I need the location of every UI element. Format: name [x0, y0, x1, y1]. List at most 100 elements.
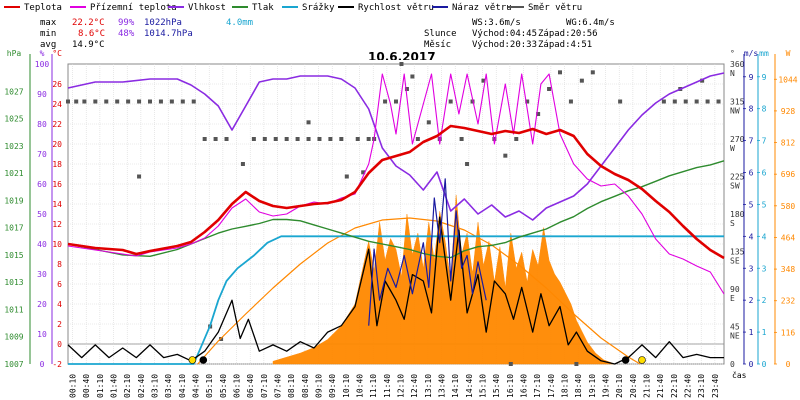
x-tick-label: 05:10 — [205, 374, 214, 398]
x-tick-label: 03:40 — [164, 374, 173, 398]
wind-dir-point — [115, 99, 120, 104]
axis-dir-tick: W — [730, 144, 735, 153]
axis-hpa-tick: 1027 — [4, 87, 23, 96]
wind-dir-point — [618, 99, 623, 104]
wind-dir-point — [262, 137, 267, 141]
wind-dir-point — [399, 62, 404, 66]
stat-max-hum: 99% — [118, 18, 135, 28]
x-tick-label: 17:40 — [547, 374, 556, 398]
x-tick-label: 01:40 — [110, 374, 119, 398]
axis-pct-tick: 60 — [37, 180, 47, 189]
x-tick-label: 22:10 — [670, 374, 679, 398]
wind-dir-point — [284, 137, 289, 141]
x-tick-label: 10:10 — [342, 374, 351, 398]
x-tick-label: 16:40 — [520, 374, 529, 398]
x-tick-label: 00:40 — [82, 374, 91, 398]
axis-degc-tick: 14 — [52, 200, 62, 209]
axis-hpa-tick: 1019 — [4, 196, 23, 205]
wind-speed-line — [67, 216, 724, 365]
axis-dir-tick: E — [730, 294, 735, 303]
wind-dir-point — [574, 362, 579, 366]
wind-dir-point — [415, 137, 420, 141]
x-tick-label: 01:10 — [96, 374, 105, 398]
x-tick-label: 08:40 — [301, 374, 310, 398]
axis-hpa-tick: 1017 — [4, 224, 23, 233]
axis-ms-tick: 5 — [749, 200, 754, 209]
axis-ms-tick-unit: m/s — [744, 49, 759, 58]
x-tick-label: 05:40 — [219, 374, 228, 398]
wind-dir-point — [213, 137, 218, 141]
axis-ms-tick: 6 — [749, 169, 754, 178]
wind-dir-point — [158, 99, 163, 104]
wind-dir-point — [661, 99, 666, 104]
axis-ms-tick: 3 — [749, 264, 754, 273]
sun-path-line — [197, 217, 641, 365]
axis-degc-tick: 26 — [52, 80, 62, 89]
wind-dir-point — [448, 99, 453, 104]
axis-pct-tick: 0 — [40, 360, 45, 369]
sun-moon-marker — [199, 356, 208, 364]
ground-temp-line — [67, 73, 725, 295]
axis-ms-tick: 2 — [749, 296, 754, 305]
x-tick-label: 12:10 — [397, 374, 406, 398]
axis-pct-tick: 10 — [37, 330, 47, 339]
axis-hpa-tick: 1011 — [4, 305, 23, 314]
axis-dir-tick: 360 — [730, 60, 745, 69]
wind-dir-point — [355, 137, 360, 141]
wind-dir-point — [295, 137, 300, 141]
legend-wind-gust: Náraz větru — [452, 3, 512, 13]
sun-moon-marker — [638, 356, 646, 364]
x-tick-label: 11:10 — [369, 374, 378, 398]
axis-dir-tick: SE — [730, 257, 740, 266]
axis-hpa-tick: 1025 — [4, 115, 23, 124]
axis-w-tick: 696 — [781, 170, 796, 179]
axis-dir-tick: NW — [730, 107, 740, 116]
axis-ms-tick: 0 — [749, 360, 754, 369]
legend-ground-temp: Přízemní teplota — [90, 3, 177, 13]
axis-mm-tick: 1 — [762, 328, 767, 337]
x-tick-label: 20:10 — [615, 374, 624, 398]
axis-dir-tick: 135 — [730, 248, 745, 257]
wind-dir-point — [137, 174, 142, 179]
legend-humidity: Vlhkost — [188, 3, 226, 13]
temperature-line — [67, 124, 725, 260]
wind-dir-point — [547, 87, 552, 91]
wind-dir-point — [251, 137, 256, 141]
wind-dir-point — [426, 120, 431, 125]
stat-min-press: 1014.7hPa — [144, 29, 193, 39]
wind-dir-point — [74, 99, 79, 104]
axis-degc-tick: 10 — [52, 240, 62, 249]
legend-wind-speed: Rychlost větru — [358, 3, 434, 13]
wind-dir-point — [465, 162, 470, 166]
axis-hpa-tick: 1015 — [4, 251, 23, 260]
axis-degc-tick-unit: °C — [52, 49, 62, 58]
x-tick-label: 11:40 — [383, 374, 392, 398]
rain-line — [68, 235, 724, 365]
wind-dir-point — [366, 137, 371, 141]
axis-pct-tick: 50 — [37, 210, 47, 219]
axis-degc-tick: 2 — [57, 320, 62, 329]
x-tick-label: 14:10 — [451, 374, 460, 398]
stats: max 22.2°C 99% 1022hPa 4.0mm min 8.6°C 4… — [40, 18, 615, 50]
x-tick-label: 02:10 — [123, 374, 132, 398]
axis-w-tick: 1044 — [778, 75, 797, 84]
wind-dir-point — [705, 99, 710, 104]
wind-dir-point — [404, 87, 409, 91]
wind-dir-point — [383, 99, 388, 104]
axis-w-tick: 812 — [781, 139, 796, 148]
axis-w-tick: 580 — [781, 202, 796, 211]
axis-mm-tick: 0 — [762, 360, 767, 369]
axis-degc-tick: 0 — [57, 340, 62, 349]
stat-max-press: 1022hPa — [144, 18, 182, 28]
x-tick-label: 15:10 — [479, 374, 488, 398]
axis-w-tick: 232 — [781, 297, 796, 306]
axis-ms-tick: 8 — [749, 105, 754, 114]
axis-dir-tick: SW — [730, 182, 740, 191]
axis-dir-tick: NE — [730, 332, 740, 341]
x-axis-unit: čas — [732, 370, 747, 380]
x-tick-label: 21:10 — [643, 374, 652, 398]
wind-dir-point — [344, 174, 349, 179]
legend: Teplota Přízemní teplota Vlhkost Tlak Sr… — [4, 3, 582, 13]
wind-dir-point — [525, 99, 530, 104]
